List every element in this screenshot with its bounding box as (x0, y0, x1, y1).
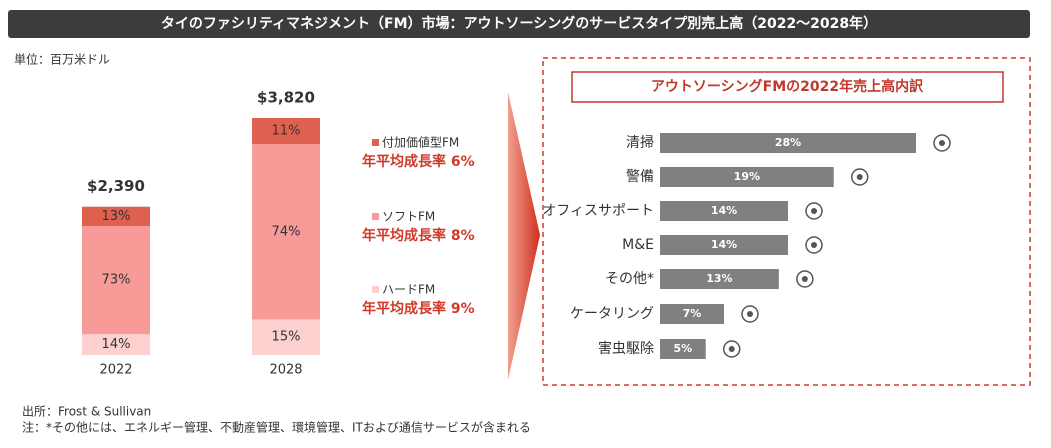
bar (660, 133, 916, 153)
bar (660, 304, 724, 324)
value-label: 14% (711, 204, 737, 217)
segment-label: 74% (272, 224, 301, 239)
category-label: 警備 (626, 169, 654, 185)
icon-dot (747, 311, 753, 317)
bar (660, 235, 788, 255)
segment-label: 14% (102, 337, 131, 352)
cagr-label: 年平均成長率 9% (362, 300, 475, 317)
icon-dot (811, 242, 817, 248)
value-label: 28% (775, 136, 801, 149)
value-label: 14% (711, 238, 737, 251)
value-label: 13% (706, 272, 732, 285)
legend-label: ハードFM (382, 283, 435, 297)
total-label: $2,390 (87, 177, 145, 195)
icon (796, 270, 814, 288)
cagr-label: 年平均成長率 8% (362, 227, 475, 244)
category-label: オフィスサポート (542, 203, 654, 219)
bar (660, 339, 706, 359)
segment-label: 15% (272, 330, 301, 345)
bar-segment (252, 144, 320, 320)
segment-label: 13% (102, 209, 131, 224)
category-label: 害虫駆除 (598, 341, 654, 357)
value-label: 5% (674, 342, 693, 355)
legend-swatch (372, 213, 379, 220)
x-tick-label: 2022 (99, 363, 132, 378)
icon (741, 305, 759, 323)
panel-title-box (571, 71, 1004, 103)
icon (805, 236, 823, 254)
icon (850, 168, 869, 186)
value-label: 7% (683, 307, 702, 320)
icon-dot (728, 346, 735, 352)
legend-label: 付加価値型FM (382, 135, 459, 150)
title: タイのファシリティマネジメント（FM）市場：アウトソーシングのサービスタイプ別売… (161, 15, 877, 32)
x-tick-label: 2028 (269, 363, 302, 378)
title-bar (8, 10, 1030, 38)
value-label: 19% (734, 170, 760, 183)
source: 出所：Frost & Sullivan (22, 405, 151, 419)
unit-label: 単位：百万米ドル (14, 52, 110, 67)
cagr-label: 年平均成長率 6% (362, 153, 475, 170)
bar (660, 167, 834, 187)
legend-swatch (372, 139, 379, 146)
category-label: 清掃 (626, 134, 654, 151)
bar (660, 269, 779, 289)
panel-border (542, 57, 1031, 386)
category-label: その他* (605, 271, 654, 287)
bar-segment (82, 334, 150, 355)
bar-segment (82, 225, 150, 335)
legend-swatch (372, 286, 379, 293)
panel-title: アウトソーシングFMの2022年売上高内訳 (651, 78, 924, 95)
note: 注：*その他には、エネルギー管理、不動産管理、環境管理、ITおよび通信サービスが… (22, 420, 531, 435)
segment-label: 11% (272, 124, 301, 139)
total-label: $3,820 (257, 89, 315, 107)
icon-dot (801, 276, 808, 282)
category-label: ケータリング (570, 306, 654, 322)
icon (722, 340, 741, 358)
icon-dot (811, 208, 817, 214)
icon (805, 202, 823, 220)
bar (660, 201, 788, 221)
bar-segment (82, 206, 150, 226)
bar-segment (252, 118, 320, 145)
icon-dot (856, 174, 863, 180)
segment-label: 73% (102, 273, 131, 288)
category-label: M&E (622, 237, 654, 253)
legend-label: ソフトFM (382, 210, 435, 224)
bar-segment (252, 319, 320, 355)
icon (933, 134, 951, 152)
arrow (508, 92, 540, 380)
icon-dot (939, 140, 945, 146)
